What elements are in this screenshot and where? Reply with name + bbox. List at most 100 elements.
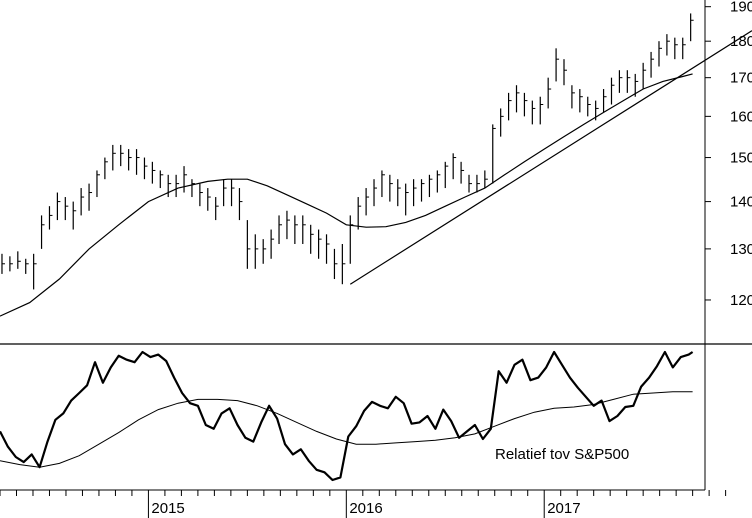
price-bar (254, 234, 259, 269)
price-bar (666, 34, 670, 56)
price-bar (72, 201, 77, 230)
price-bar (17, 251, 21, 269)
price-bar (547, 77, 552, 109)
price-bar (128, 149, 132, 171)
price-bar (420, 179, 425, 202)
price-tick-label: 150 (730, 150, 752, 167)
price-bar (357, 197, 362, 230)
price-tick-label: 130 (730, 241, 752, 258)
price-bar (405, 183, 409, 216)
price-bar (25, 258, 29, 274)
price-bar (452, 153, 457, 180)
time-axis: 2015 2016 2017 (0, 489, 727, 518)
price-bar (468, 174, 473, 193)
price-bar (634, 73, 639, 97)
price-bar (642, 62, 647, 90)
price-axis: 120 130 140 150 160 170 180 190 (704, 0, 752, 490)
price-bar (159, 170, 164, 189)
year-tick-label: 2016 (349, 500, 382, 517)
year-tick-label: 2015 (151, 500, 184, 517)
price-bars (1, 13, 694, 290)
price-bar (223, 179, 227, 207)
price-bar (325, 234, 330, 264)
price-bar (674, 37, 678, 60)
year-tick-label: 2017 (547, 500, 580, 517)
price-bar (610, 77, 615, 105)
price-bar (539, 96, 544, 125)
price-bar (183, 166, 188, 193)
price-bar (690, 13, 694, 42)
price-tick-label: 190 (730, 0, 752, 16)
price-bar (33, 253, 37, 290)
price-bar (48, 206, 53, 230)
price-bar (444, 161, 449, 189)
price-bar (413, 179, 417, 207)
price-panel (0, 13, 752, 317)
price-bar (199, 183, 203, 207)
relative-annotation: Relatief tov S&P500 (495, 446, 629, 463)
price-bar (230, 179, 235, 207)
price-bar (294, 215, 298, 244)
price-bar (238, 188, 243, 221)
price-bar (191, 179, 195, 198)
price-bar (96, 170, 100, 198)
price-bar (460, 161, 465, 184)
price-bar (500, 108, 504, 137)
price-bar (484, 170, 488, 189)
price-bar (682, 37, 686, 60)
price-trend-line (349, 30, 752, 285)
price-bar (602, 89, 607, 113)
price-tick-label: 160 (730, 108, 752, 125)
price-bar (365, 188, 370, 216)
price-bar (1, 253, 5, 274)
price-bar (618, 70, 623, 93)
price-bar (151, 161, 156, 184)
price-moving-average-line (0, 73, 693, 317)
relative-strength-panel: Relatief tov S&P500 (0, 350, 694, 482)
price-bar (318, 229, 322, 259)
price-bar (207, 188, 211, 211)
price-bar (215, 197, 219, 221)
price-bar (135, 149, 140, 175)
price-bar (341, 243, 346, 285)
price-bar (104, 157, 108, 180)
price-bar (626, 70, 631, 93)
price-axis-ticks: 120 130 140 150 160 170 180 190 (705, 0, 752, 309)
price-bar (523, 92, 528, 117)
price-bar (167, 174, 172, 198)
price-bar (175, 174, 180, 198)
price-bar (88, 183, 93, 211)
price-bar (428, 174, 433, 198)
price-bar (302, 215, 306, 244)
price-bar (246, 220, 251, 269)
price-bar (381, 170, 385, 198)
price-bar (492, 124, 496, 184)
time-axis-ticks: 2015 2016 2017 (0, 490, 727, 518)
price-bar (563, 59, 567, 86)
price-bar (262, 239, 267, 264)
price-bar (64, 197, 69, 221)
price-bar (389, 174, 393, 202)
price-bar (143, 157, 148, 180)
price-bar (436, 170, 441, 193)
price-bar (56, 192, 61, 221)
price-bar (650, 51, 655, 78)
price-bar (476, 174, 480, 193)
price-bar (120, 144, 124, 167)
price-bar (658, 41, 662, 67)
price-bar (507, 92, 512, 121)
price-bar (286, 210, 290, 240)
price-tick-label: 120 (730, 292, 752, 309)
price-bar (373, 179, 378, 207)
price-bar (40, 215, 45, 249)
price-bar (270, 229, 275, 259)
price-bar (587, 96, 591, 117)
price-bar (9, 256, 13, 272)
price-bar (531, 100, 536, 125)
price-bar (112, 144, 116, 171)
price-bar (80, 188, 85, 216)
price-bar (310, 224, 314, 254)
price-bar (333, 248, 338, 280)
